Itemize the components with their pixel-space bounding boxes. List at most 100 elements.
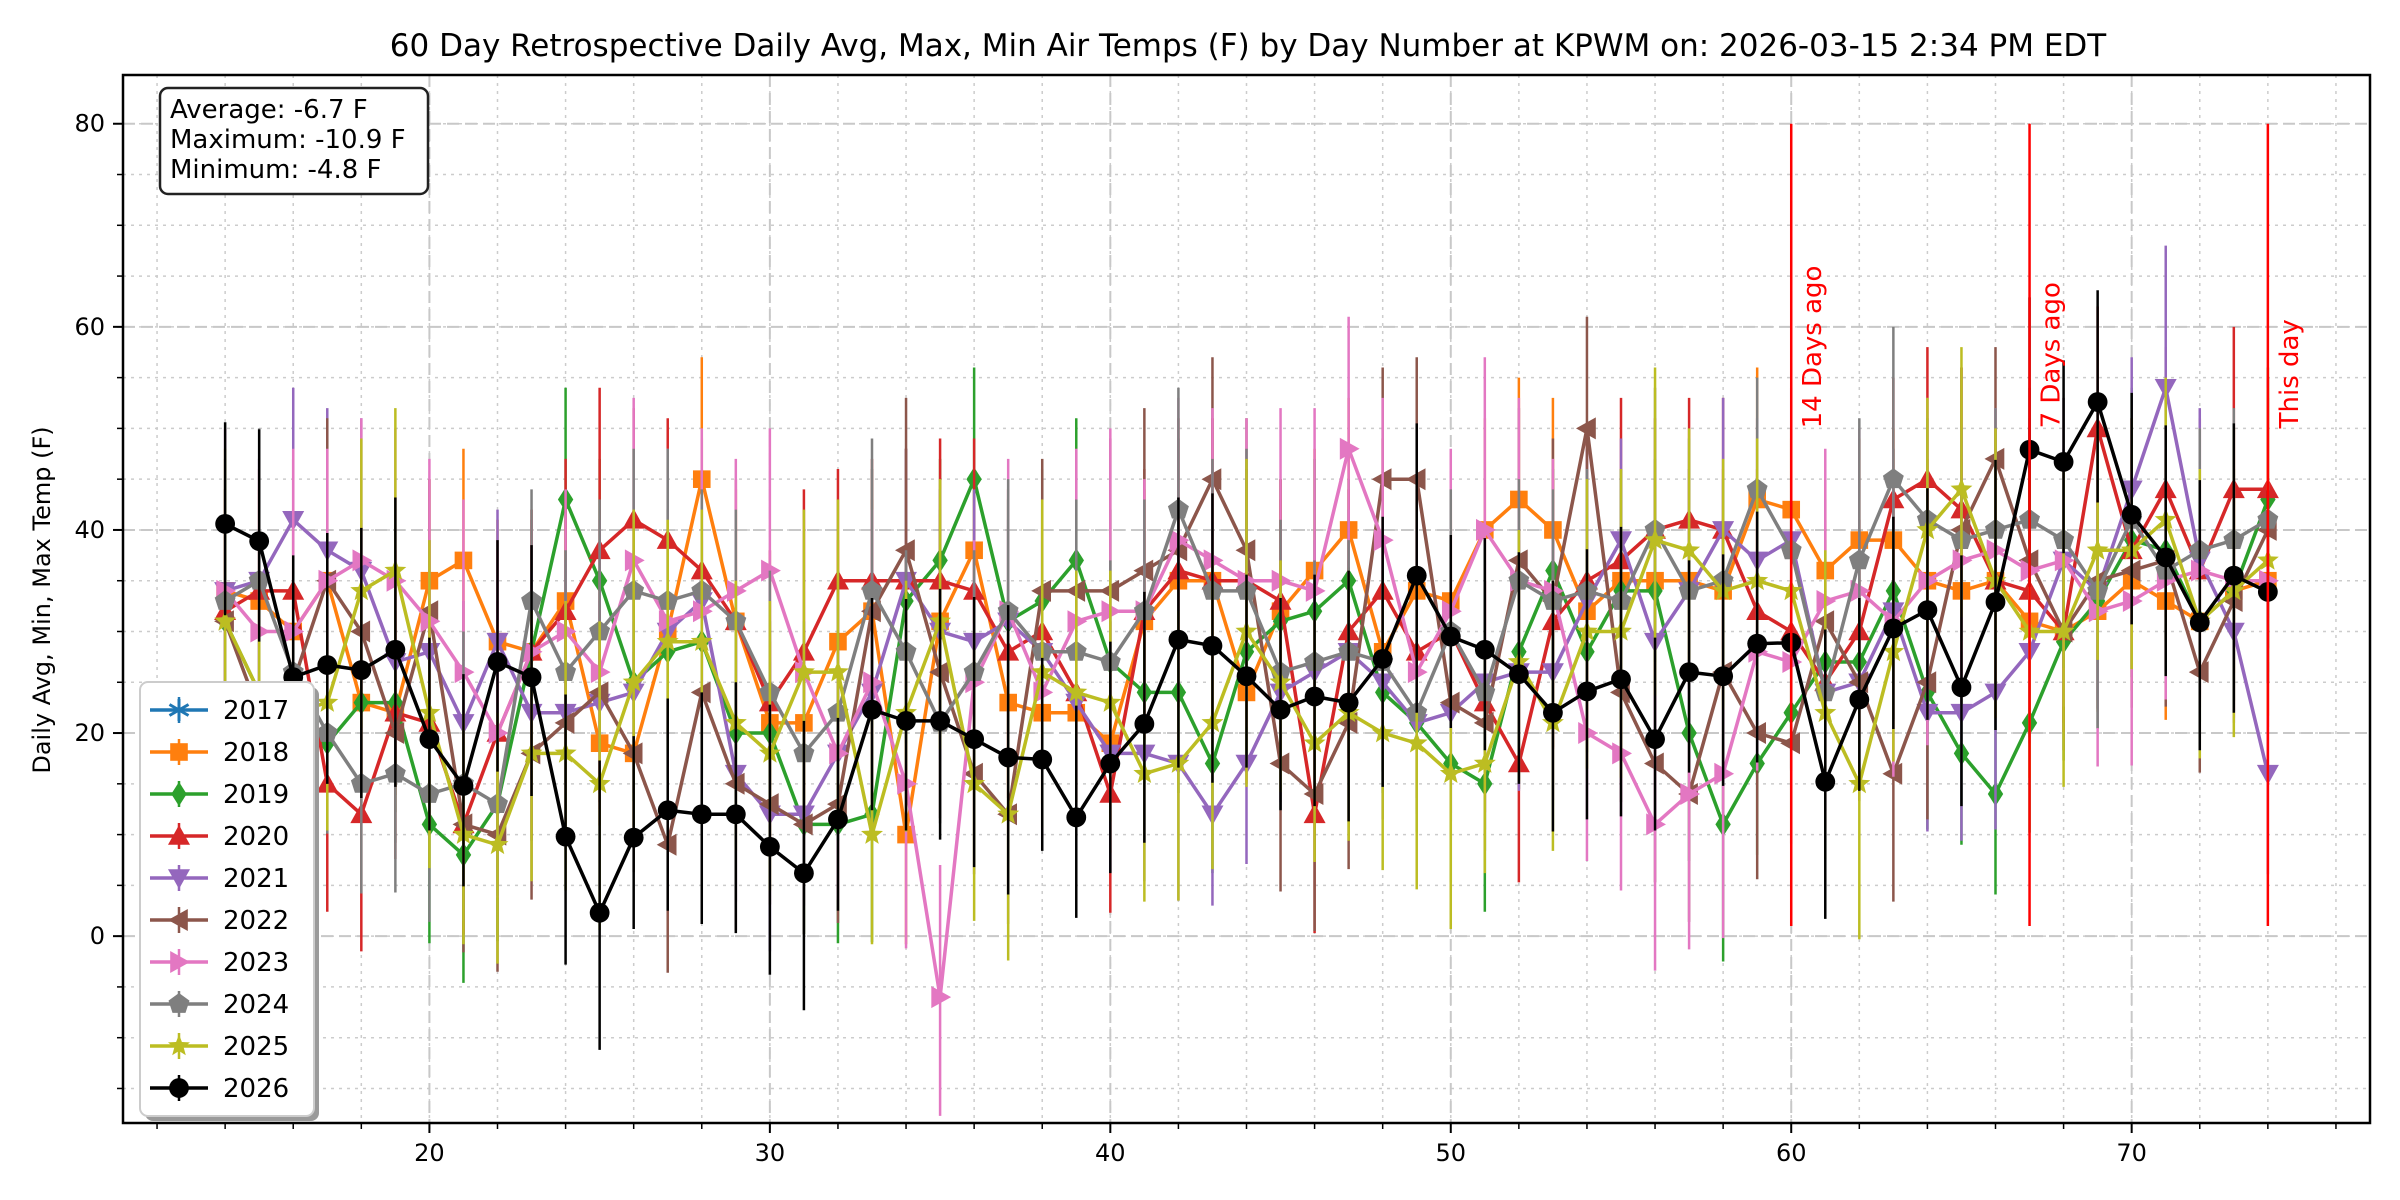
data-point xyxy=(1951,677,1972,698)
legend-label: 2022 xyxy=(223,906,289,936)
annotation-label: 14 Days ago xyxy=(1798,266,1828,429)
legend-item-2018: 2018 xyxy=(150,738,289,768)
data-point xyxy=(1406,565,1427,586)
x-tick-label: 40 xyxy=(1095,1139,1126,1167)
data-point xyxy=(1100,753,1121,774)
asterisk-stroke xyxy=(168,703,190,717)
axes-frame xyxy=(121,73,2372,1125)
legend-label: 2025 xyxy=(223,1032,289,1062)
data-point xyxy=(1747,633,1768,654)
legend-label: 2024 xyxy=(223,990,289,1020)
data-point xyxy=(827,660,849,682)
data-point xyxy=(2052,619,2075,641)
data-point xyxy=(1476,518,1496,541)
legend-label: 2020 xyxy=(223,822,289,852)
data-point xyxy=(1372,649,1393,669)
data-point xyxy=(1576,417,1596,440)
x-tick-label: 30 xyxy=(755,1139,786,1167)
data-point xyxy=(861,579,883,600)
data-point xyxy=(656,630,679,651)
data-point xyxy=(2155,547,2176,568)
data-point xyxy=(1032,749,1053,770)
y-tick-label: 40 xyxy=(74,516,105,544)
series-group xyxy=(214,245,2279,1116)
data-point xyxy=(2189,612,2210,633)
legend-item-2020: 2020 xyxy=(150,822,289,852)
legend-marker xyxy=(168,869,190,889)
data-point xyxy=(828,809,848,830)
data-point xyxy=(2086,538,2109,560)
legend-marker xyxy=(168,993,190,1013)
legend-marker xyxy=(171,781,187,807)
legend-marker xyxy=(168,1034,190,1056)
data-point xyxy=(1474,639,1495,660)
data-point xyxy=(215,513,236,534)
legend-label: 2017 xyxy=(223,696,289,726)
legend-item-2021: 2021 xyxy=(150,864,289,894)
data-point xyxy=(657,800,678,821)
legend-item-2019: 2019 xyxy=(150,780,289,810)
legend-marker xyxy=(168,699,190,721)
data-point xyxy=(486,833,509,855)
data-point xyxy=(453,775,474,796)
legend-item-2025: 2025 xyxy=(150,1032,289,1062)
plot-area: 20 30 40 50 60 70 0 20 40 60 80 14 Days ago 7 Days a… xyxy=(74,73,2372,1167)
data-point xyxy=(1066,807,1087,828)
data-point xyxy=(249,531,270,552)
stats-average: Average: -6.7 F xyxy=(170,95,368,125)
data-point xyxy=(1950,477,1973,499)
data-point xyxy=(931,986,952,1009)
data-point xyxy=(861,823,883,844)
data-point xyxy=(555,826,576,847)
y-tick-label: 60 xyxy=(74,313,105,341)
data-point xyxy=(1849,689,1870,710)
data-point xyxy=(521,667,542,688)
data-point xyxy=(1270,699,1291,720)
x-tick-label: 60 xyxy=(1776,1139,1807,1167)
data-point xyxy=(1508,664,1529,685)
data-point xyxy=(487,652,508,672)
data-point xyxy=(1611,669,1631,690)
x-tick-label: 70 xyxy=(2116,1139,2147,1167)
legend-label: 2021 xyxy=(223,864,289,894)
data-point xyxy=(589,902,610,923)
data-point xyxy=(1168,629,1189,650)
data-point xyxy=(930,710,950,731)
data-point xyxy=(1815,771,1836,792)
data-point xyxy=(1405,731,1428,753)
data-point xyxy=(1440,626,1461,647)
data-point xyxy=(691,804,712,825)
annotation-label: This day xyxy=(2275,319,2305,429)
data-point xyxy=(1882,468,1904,489)
legend-item-2024: 2024 xyxy=(150,990,289,1020)
legend-item-2026: 2026 xyxy=(150,1074,289,1104)
data-point xyxy=(2121,504,2142,525)
x-tick-label: 50 xyxy=(1435,1139,1466,1167)
data-point xyxy=(1679,662,1699,683)
data-point xyxy=(351,660,372,680)
x-tick-label: 20 xyxy=(414,1139,445,1167)
legend-label: 2018 xyxy=(223,738,289,768)
data-point xyxy=(964,729,985,750)
data-point xyxy=(1543,702,1563,723)
stats-maximum: Maximum: -10.9 F xyxy=(170,125,406,155)
chart-title: 60 Day Retrospective Daily Avg, Max, Min… xyxy=(390,28,2107,64)
data-point xyxy=(1236,666,1257,687)
data-point xyxy=(1645,729,1665,750)
data-point xyxy=(385,639,406,660)
data-point xyxy=(1680,783,1701,805)
legend-label: 2019 xyxy=(223,780,289,810)
data-point xyxy=(794,863,814,884)
legend-label: 2026 xyxy=(223,1074,289,1104)
data-point xyxy=(623,827,644,848)
data-point xyxy=(1304,686,1325,707)
annotation-label: 7 Days ago xyxy=(2037,282,2067,428)
legend-item-2022: 2022 xyxy=(150,906,289,936)
data-point xyxy=(2053,452,2074,472)
legend-item-2023: 2023 xyxy=(150,948,289,978)
data-point xyxy=(622,670,645,692)
data-point xyxy=(1577,681,1597,702)
data-point xyxy=(1917,600,1938,621)
data-point xyxy=(1338,692,1359,713)
legend-item-2017: 2017 xyxy=(150,696,289,726)
